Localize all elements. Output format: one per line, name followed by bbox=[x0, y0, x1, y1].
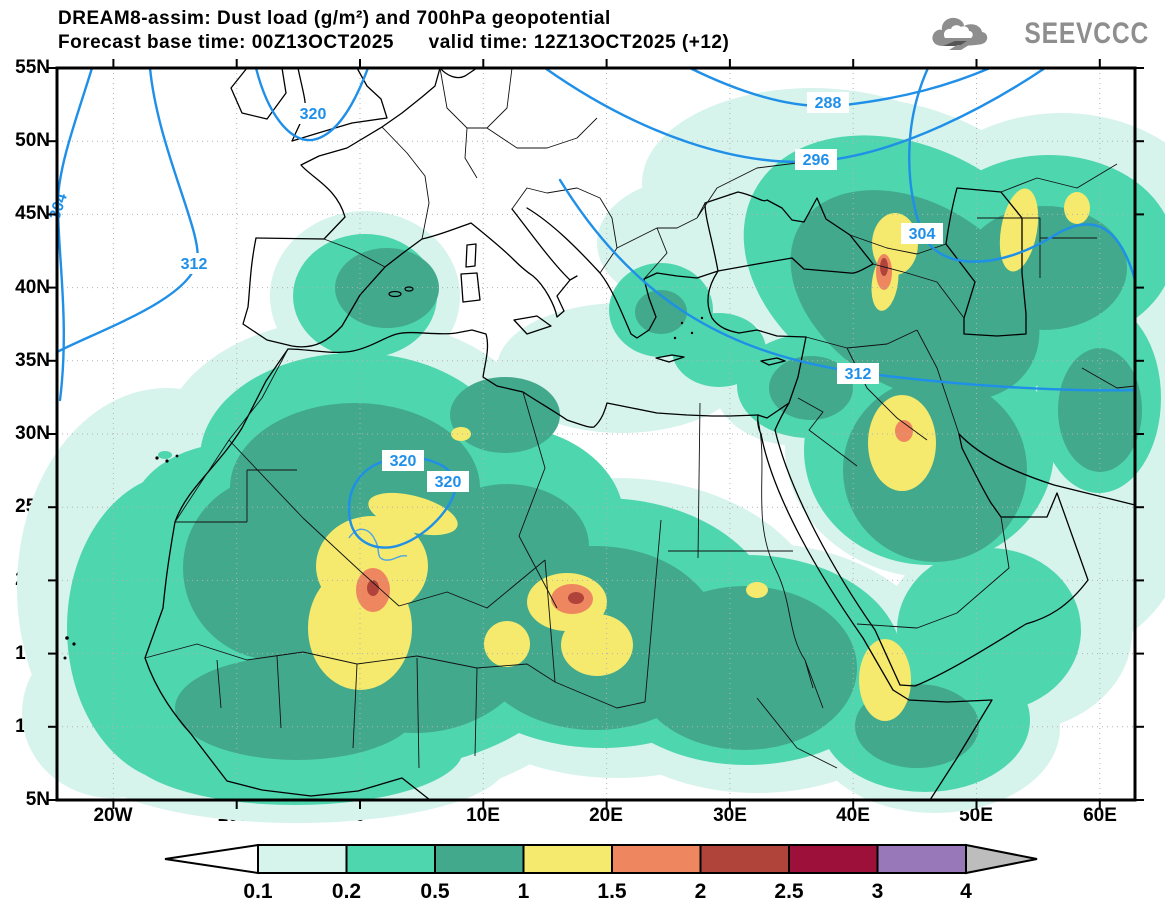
colorbar-right-arrow bbox=[965, 843, 1038, 875]
svg-text:0.1: 0.1 bbox=[243, 880, 273, 903]
seevccc-logo: SEEVCCC bbox=[929, 12, 1149, 56]
forecast-map: 320 288 296 304 312 304 312 320 bbox=[17, 59, 1165, 823]
lat-label-45n: 45N bbox=[15, 203, 50, 224]
lat-label-50n: 50N bbox=[15, 130, 50, 151]
contour-label-320-algeria-b: 320 bbox=[427, 471, 469, 492]
lon-label-20w: 20W bbox=[93, 805, 133, 826]
lon-label-60e: 60E bbox=[1083, 805, 1117, 826]
svg-text:1.5: 1.5 bbox=[597, 880, 627, 903]
lat-label-40n: 40N bbox=[15, 277, 50, 298]
niger-river bbox=[348, 528, 408, 561]
svg-text:312: 312 bbox=[845, 366, 872, 383]
svg-text:0.2: 0.2 bbox=[332, 880, 361, 903]
lon-label-30e: 30E bbox=[713, 805, 747, 826]
lon-label-20e: 20E bbox=[589, 805, 623, 826]
colorbar-segments bbox=[257, 844, 967, 874]
map-subtitle: Forecast base time: 00Z13OCT2025 valid t… bbox=[58, 32, 730, 53]
contour-label-288: 288 bbox=[807, 92, 849, 113]
svg-text:320: 320 bbox=[300, 106, 327, 123]
contour-label-304-caucasus: 304 bbox=[901, 223, 943, 244]
contour-label-320-uk: 320 bbox=[292, 103, 334, 124]
svg-text:2: 2 bbox=[695, 880, 707, 903]
svg-text:0.5: 0.5 bbox=[420, 880, 450, 903]
svg-text:3: 3 bbox=[872, 880, 884, 903]
svg-text:296: 296 bbox=[803, 152, 830, 169]
svg-text:320: 320 bbox=[435, 474, 462, 491]
svg-text:288: 288 bbox=[815, 95, 842, 112]
colorbar-left-arrow bbox=[164, 843, 259, 875]
svg-text:304: 304 bbox=[909, 226, 936, 243]
lat-label-55n: 55N bbox=[15, 57, 50, 78]
svg-text:312: 312 bbox=[181, 256, 208, 273]
cloud-logo-icon bbox=[932, 17, 988, 50]
lat-label-30n: 30N bbox=[15, 423, 50, 444]
svg-text:1: 1 bbox=[518, 880, 530, 903]
contour-label-320-algeria-a: 320 bbox=[382, 450, 424, 471]
lat-label-35n: 35N bbox=[15, 350, 50, 371]
lon-label-50e: 50E bbox=[959, 805, 993, 826]
lat-label-5n: 5N bbox=[25, 789, 50, 810]
contour-label-312-west: 312 bbox=[173, 253, 215, 274]
svg-text:320: 320 bbox=[390, 453, 417, 470]
colorbar: 0.1 0.2 0.5 1 1.5 2 2.5 3 4 bbox=[164, 843, 1038, 903]
lon-label-10e: 10E bbox=[466, 805, 500, 826]
contour-label-296: 296 bbox=[795, 149, 837, 170]
lon-label-40e: 40E bbox=[836, 805, 870, 826]
svg-text:4: 4 bbox=[960, 880, 972, 903]
dust-layer-2 bbox=[367, 258, 888, 604]
colorbar-labels: 0.1 0.2 0.5 1 1.5 2 2.5 3 4 bbox=[243, 880, 972, 903]
contour-labels: 320 288 296 304 312 304 312 320 bbox=[47, 92, 943, 492]
axis-ticks bbox=[48, 59, 1144, 809]
contour-label-312-mideast: 312 bbox=[837, 363, 879, 384]
svg-text:2.5: 2.5 bbox=[774, 880, 804, 903]
logo-text: SEEVCCC bbox=[1024, 17, 1149, 50]
map-title: DREAM8-assim: Dust load (g/m²) and 700hP… bbox=[58, 8, 611, 29]
graticule bbox=[57, 68, 1135, 800]
